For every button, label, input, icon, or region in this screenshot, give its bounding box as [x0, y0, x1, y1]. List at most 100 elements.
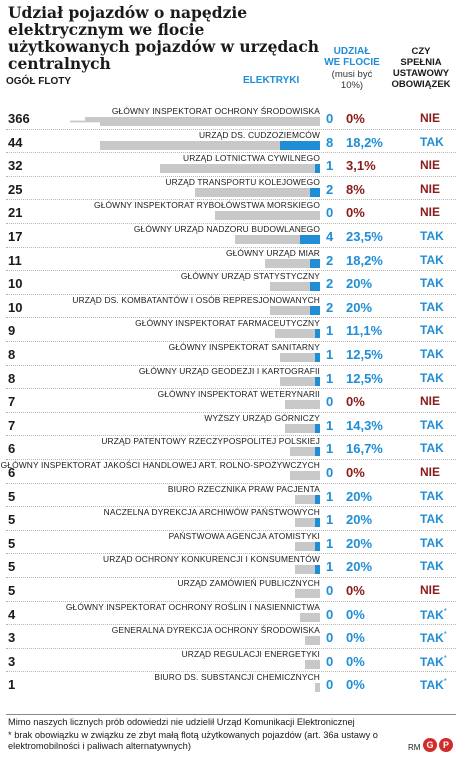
- total-fleet-value: 10: [8, 276, 23, 292]
- electric-bar: [310, 282, 320, 292]
- electric-value: 2: [326, 299, 334, 315]
- electric-value: 0: [326, 677, 334, 693]
- electric-header: ELEKTRYKI: [243, 75, 300, 86]
- institution-label: GŁÓWNY INSPEKTORAT JAKOŚCI HANDLOWEJ ART…: [0, 460, 320, 470]
- row-separator: [6, 577, 456, 578]
- meets-header-line1: CZY: [411, 46, 431, 57]
- institution-label: BIURO RZECZNIKA PRAW PACJENTA: [167, 483, 320, 494]
- row-separator: [6, 223, 456, 224]
- electric-value: 1: [326, 417, 334, 433]
- meets-value: TAK*: [420, 654, 447, 669]
- institution-label: BIURO DS. SUBSTANCJI CHEMICZNYCH: [154, 672, 320, 683]
- electric-bar: [315, 376, 320, 386]
- logo-p-icon: P: [439, 738, 453, 752]
- electric-value: 4: [326, 229, 334, 244]
- share-value: 0%: [346, 465, 365, 480]
- table-row: BIURO DS. SUBSTANCJI CHEMICZNYCH 1 0 0% TAK*: [0, 672, 458, 696]
- meets-value: TAK: [420, 536, 444, 550]
- meets-value: TAK: [420, 229, 444, 243]
- total-fleet-bar: [300, 612, 320, 622]
- table-row: GŁÓWNY URZĄD STATYSTYCZNY 10 2 20% TAK: [0, 271, 458, 295]
- total-fleet-value: 5: [8, 559, 16, 575]
- institution-label: URZĄD LOTNICTWA CYWILNEGO: [183, 153, 320, 164]
- logo-g-icon: G: [423, 738, 437, 752]
- bar-track: [70, 447, 320, 457]
- bar-track: [70, 282, 320, 292]
- total-fleet-bar: [270, 282, 320, 292]
- table-row: NACZELNA DYREKCJA ARCHIWÓW PAŃSTWOWYCH 5 1…: [0, 507, 458, 531]
- share-value: 20%: [346, 512, 373, 528]
- bar-track: [70, 589, 320, 598]
- row-separator: [6, 435, 456, 437]
- institution-label: GŁÓWNY URZĄD NADZORU BUDOWLANEGO: [133, 224, 320, 234]
- meets-label: TAK: [420, 678, 444, 693]
- meets-label: NIE: [420, 158, 441, 173]
- meets-value: TAK: [420, 371, 444, 385]
- meets-label: TAK: [420, 252, 444, 267]
- electric-bar: [280, 140, 320, 150]
- total-fleet-value: 6: [8, 465, 16, 480]
- bar-track: [70, 329, 320, 339]
- bar-track: [70, 400, 320, 410]
- meets-value: TAK: [420, 418, 444, 432]
- institution-label: URZĄD TRANSPORTU KOLEJOWEGO: [165, 176, 320, 187]
- electric-value: 1: [326, 347, 334, 362]
- institution-label: URZĄD PATENTOWY RZECZYPOSPOLITEJ POLSKIE…: [101, 436, 320, 447]
- total-fleet-bar: [215, 211, 320, 221]
- chart-title: Udział pojazdów o napędzie elektrycznym …: [8, 3, 320, 73]
- electric-value: 1: [326, 323, 334, 339]
- meets-label: NIE: [420, 181, 441, 196]
- share-header-line1: UDZIAŁ: [333, 46, 371, 57]
- meets-value: TAK: [420, 489, 444, 503]
- total-fleet-value: 5: [8, 512, 16, 528]
- electric-bar: [310, 305, 320, 315]
- total-fleet-value: 5: [8, 535, 16, 551]
- row-separator: [6, 293, 456, 295]
- meets-value: NIE: [420, 583, 440, 597]
- table-row: URZĄD PATENTOWY RZECZYPOSPOLITEJ POLSKIE…: [0, 436, 458, 460]
- institution-label: GŁÓWNY URZĄD MIAR: [225, 247, 320, 258]
- total-fleet-bar: [285, 423, 320, 433]
- institution-label: GŁÓWNY URZĄD GEODEZJI I KARTOGRAFII: [138, 365, 320, 376]
- share-value: 20%: [346, 535, 373, 551]
- row-separator: [6, 647, 456, 649]
- total-fleet-value: 7: [8, 417, 16, 433]
- share-header: UDZIAŁ WE FLOCIE (musi być 10%): [320, 46, 384, 91]
- total-fleet-bar: [235, 235, 320, 244]
- institution-label: URZĄD DS. KOMBATANTÓW I OSÓB REPRESJONOW…: [72, 294, 320, 305]
- electric-value: 1: [326, 158, 334, 174]
- meets-value: NIE: [420, 158, 440, 172]
- share-value: 16,7%: [346, 441, 383, 457]
- row-separator: [6, 506, 456, 508]
- row-separator: [6, 270, 456, 272]
- meets-header: CZY SPEŁNIA USTAWOWY OBOWIĄZEK: [386, 46, 456, 90]
- electric-value: 2: [326, 252, 334, 268]
- meets-label: TAK: [420, 323, 444, 338]
- meets-value: TAK: [420, 253, 444, 267]
- share-value: 0%: [346, 677, 365, 693]
- row-separator: [6, 388, 456, 390]
- share-value: 18,2%: [346, 134, 383, 150]
- total-fleet-value: 1: [8, 677, 16, 693]
- meets-value: TAK: [420, 512, 444, 526]
- author-credit: RM: [408, 743, 421, 752]
- total-fleet-bar: [305, 636, 320, 646]
- electric-value: 0: [326, 653, 334, 669]
- institution-label: GŁÓWNY URZĄD STATYSTYCZNY: [180, 271, 320, 282]
- electric-bar: [315, 494, 320, 504]
- meets-label: TAK: [420, 631, 444, 646]
- table-row: GŁÓWNY INSPEKTORAT OCHRONY ROŚLIN I NASI…: [0, 602, 458, 626]
- total-fleet-value: 6: [8, 441, 16, 457]
- electric-value: 0: [326, 630, 334, 646]
- row-separator: [6, 600, 456, 602]
- electric-value: 1: [326, 441, 334, 457]
- row-separator: [6, 411, 456, 413]
- row-separator: [6, 199, 456, 201]
- share-value: 20%: [346, 559, 373, 575]
- meets-header-line2: SPEŁNIA: [400, 57, 442, 68]
- meets-label: TAK: [420, 299, 444, 314]
- share-header-sub: (musi być 10%): [331, 69, 373, 91]
- row-separator: [6, 671, 456, 673]
- table-row: GŁÓWNY URZĄD MIAR 11 2 18,2% TAK: [0, 248, 458, 272]
- share-value: 12,5%: [346, 347, 383, 362]
